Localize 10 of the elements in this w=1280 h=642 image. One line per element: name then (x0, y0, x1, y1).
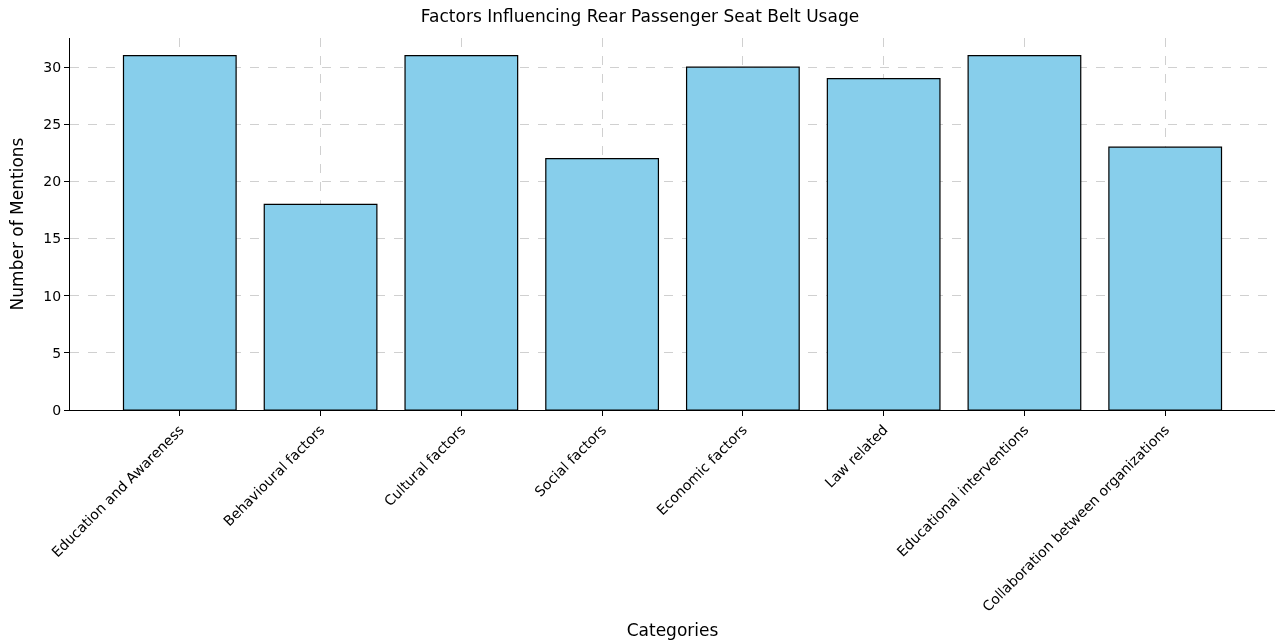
y-tick-label: 10 (43, 287, 62, 304)
y-tick-label: 0 (52, 401, 62, 418)
y-tick-label: 15 (43, 230, 62, 247)
chart-title: Factors Influencing Rear Passenger Seat Belt Usage (420, 5, 860, 26)
y-tick-label: 25 (43, 116, 62, 133)
y-tick-label: 30 (43, 59, 62, 76)
x-axis-title: Categories (626, 620, 719, 641)
y-tick-label: 5 (52, 344, 62, 361)
y-axis-title: Number of Mentions (6, 137, 27, 311)
y-tick-label: 20 (43, 173, 62, 190)
